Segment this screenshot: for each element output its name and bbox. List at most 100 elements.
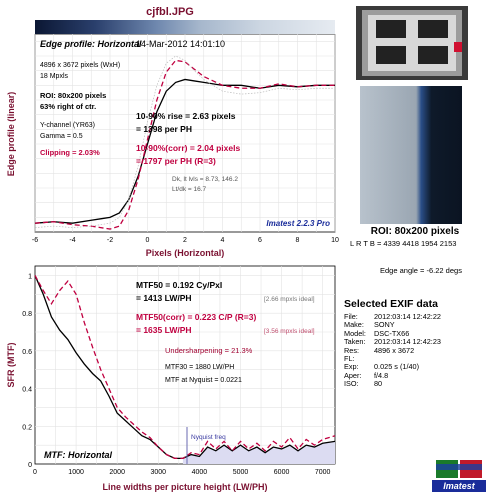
mtf-series bbox=[34, 275, 336, 459]
edge-x-tick: 2 bbox=[183, 237, 187, 244]
mtf-x-tick: 7000 bbox=[315, 469, 331, 476]
edge-right-of-ctr: 63% right of ctr. bbox=[40, 102, 96, 111]
logo-text: Imatest bbox=[443, 481, 476, 491]
exif-value: 2012:03:14 12:42:22 bbox=[374, 312, 441, 321]
edge-x-tick: 8 bbox=[296, 237, 300, 244]
edge-rise: 10-90% rise = 2.63 pixels bbox=[136, 111, 236, 121]
exif-row: File: 2012:03:14 12:42:22 bbox=[344, 312, 441, 321]
exif-value: f/4.8 bbox=[374, 370, 389, 380]
mtf-ylabel: SFR (MTF) bbox=[6, 343, 16, 388]
edge-x-tick: 6 bbox=[258, 237, 262, 244]
exif-value: 2012:03:14 12:42:23 bbox=[374, 337, 441, 347]
edge-x-ticks: -6 -4 -2 0 2 4 6 8 10 bbox=[32, 237, 339, 244]
exif-key: Taken: bbox=[344, 337, 366, 347]
mtf-x-tick: 2000 bbox=[109, 469, 125, 476]
edge-x-tick: -4 bbox=[69, 237, 75, 244]
mtf-chart: 0 1000 2000 3000 4000 5000 6000 7000 0 0.2 0.4 0.6… bbox=[6, 265, 336, 492]
mtf-x-tick: 1000 bbox=[68, 469, 84, 476]
mtf-y-tick: 0 bbox=[28, 462, 32, 469]
exif-row: Res: 4896 x 3672 bbox=[344, 345, 441, 355]
edge-rise-corr: 10-90%(corr) = 2.04 pixels bbox=[136, 143, 240, 153]
roi-bounds: L R T B = 4339 4418 1954 2153 bbox=[350, 239, 457, 248]
edge-angle: Edge angle = -6.22 degs bbox=[380, 266, 462, 275]
edge-series bbox=[34, 55, 335, 230]
mtf-beyond-nyquist-fill bbox=[182, 441, 335, 464]
exif-value: 80 bbox=[374, 379, 383, 389]
file-title: cjfbl.JPG bbox=[146, 6, 194, 18]
undersharpening: Undersharpening = 21.3% bbox=[165, 346, 253, 355]
edge-panel-title: Edge profile: Horizontal bbox=[40, 39, 142, 49]
edge-x-tick: 4 bbox=[221, 237, 225, 244]
chart-thumbnail bbox=[356, 6, 468, 80]
edge-series-line bbox=[34, 55, 335, 228]
exif-list: File: 2012:03:14 12:42:22 Make: SONY Model: D… bbox=[344, 312, 441, 389]
edge-dims: 4896 x 3672 pixels (WxH) bbox=[40, 62, 120, 69]
mtf-x-tick: 0 bbox=[33, 469, 37, 476]
exif-key: Res: bbox=[344, 345, 360, 355]
mtf-y-tick: 0.6 bbox=[22, 349, 32, 356]
mtf-grid bbox=[35, 266, 335, 464]
exif-value: 4896 x 3672 bbox=[374, 345, 415, 355]
edge-grid bbox=[34, 34, 336, 232]
mtf50-ideal: [2.66 mpxls ideal] bbox=[264, 296, 315, 303]
edge-ylabel: Edge profile (linear) bbox=[6, 92, 16, 177]
edge-x-tick: -2 bbox=[107, 237, 113, 244]
exif-value: 0.025 s (1/40) bbox=[374, 362, 420, 372]
exif-key: Model: bbox=[344, 328, 366, 338]
edge-rise-corr-ph: = 1797 per PH (R=3) bbox=[136, 156, 216, 166]
edge-dk-lt: Dk, lt lvls = 8.73, 146.2 bbox=[172, 176, 238, 183]
nyquist-label: Nyquist freq bbox=[191, 434, 226, 441]
mtf-y-tick: 0.4 bbox=[22, 387, 32, 394]
edge-x-tick: -6 bbox=[32, 237, 38, 244]
edge-rise-ph: = 1398 per PH bbox=[136, 124, 192, 134]
mtf-series-line bbox=[34, 275, 336, 459]
mtf-panel-title: MTF: Horizontal bbox=[44, 450, 112, 460]
mtf-x-tick: 6000 bbox=[274, 469, 290, 476]
mtf50corr-ideal: [3.56 mpxls ideal] bbox=[264, 328, 315, 335]
mtf-y-tick: 0.2 bbox=[22, 424, 32, 431]
edge-date: 14-Mar-2012 14:01:10 bbox=[136, 39, 225, 49]
exif-title: Selected EXIF data bbox=[344, 298, 438, 310]
mtf50corr-text: MTF50(corr) = 0.223 C/P (R=3) bbox=[136, 312, 256, 322]
exif-row: Exp: 0.025 s (1/40) bbox=[344, 362, 441, 372]
mtf-x-tick: 5000 bbox=[233, 469, 249, 476]
mtf-x-tick: 3000 bbox=[150, 469, 166, 476]
mtf-x-tick: 4000 bbox=[192, 469, 208, 476]
edge-gamma: Gamma = 0.5 bbox=[40, 133, 83, 140]
edge-clipping: Clipping = 2.03% bbox=[40, 148, 100, 157]
mtf30-text: MTF30 = 1880 LW/PH bbox=[165, 364, 234, 371]
edge-xlabel: Pixels (Horizontal) bbox=[146, 248, 225, 258]
roi-label: ROI: 80x200 pixels bbox=[370, 226, 460, 237]
exif-value: DSC-TX66 bbox=[374, 328, 410, 338]
exif-key: Exp: bbox=[344, 362, 359, 372]
mtf-nyquist: MTF at Nyquist = 0.0221 bbox=[165, 377, 242, 384]
exif-value: SONY bbox=[374, 320, 395, 330]
roi-thumbnail bbox=[360, 86, 462, 224]
mtf-y-tick: 1 bbox=[28, 273, 32, 280]
edge-profile-chart: -6 -4 -2 0 2 4 6 8 10 14-Mar-2012 14:01:10 Edge … bbox=[6, 34, 339, 258]
edge-roi: ROI: 80x200 pixels bbox=[40, 91, 106, 100]
edge-x-tick: 0 bbox=[146, 237, 150, 244]
exif-row: FL: bbox=[344, 354, 441, 363]
mtf-y-tick: 0.8 bbox=[22, 311, 32, 318]
exif-key: File: bbox=[344, 312, 358, 321]
exif-row: Taken: 2012:03:14 12:42:23 bbox=[344, 337, 441, 347]
mtf-xlabel: Line widths per picture height (LW/PH) bbox=[102, 482, 267, 492]
imatest-version: Imatest 2.2.3 Pro bbox=[266, 219, 330, 228]
mtf50-text: MTF50 = 0.192 Cy/Pxl bbox=[136, 280, 222, 290]
mtf-x-ticks: 0 1000 2000 3000 4000 5000 6000 7000 bbox=[33, 469, 331, 476]
edge-channel: Y-channel (YR63) bbox=[40, 122, 95, 129]
mtf-y-ticks: 0 0.2 0.4 0.6 0.8 1 bbox=[22, 273, 32, 469]
edge-x-tick: 10 bbox=[331, 237, 339, 244]
mtf50corr-lw: = 1635 LW/PH bbox=[136, 325, 192, 335]
exif-key: Make: bbox=[344, 320, 364, 330]
imatest-logo: Imatest bbox=[430, 458, 488, 494]
edge-lt-dk: Lt/dk = 16.7 bbox=[172, 186, 207, 193]
exif-key: Aper: bbox=[344, 370, 362, 380]
exif-row: Make: SONY bbox=[344, 320, 441, 330]
mtf-fill bbox=[182, 441, 335, 464]
exif-key: ISO: bbox=[344, 379, 359, 389]
edge-gradient-bar bbox=[35, 20, 335, 34]
exif-row: ISO: 80 bbox=[344, 379, 441, 389]
mtf50-lw: = 1413 LW/PH bbox=[136, 293, 192, 303]
